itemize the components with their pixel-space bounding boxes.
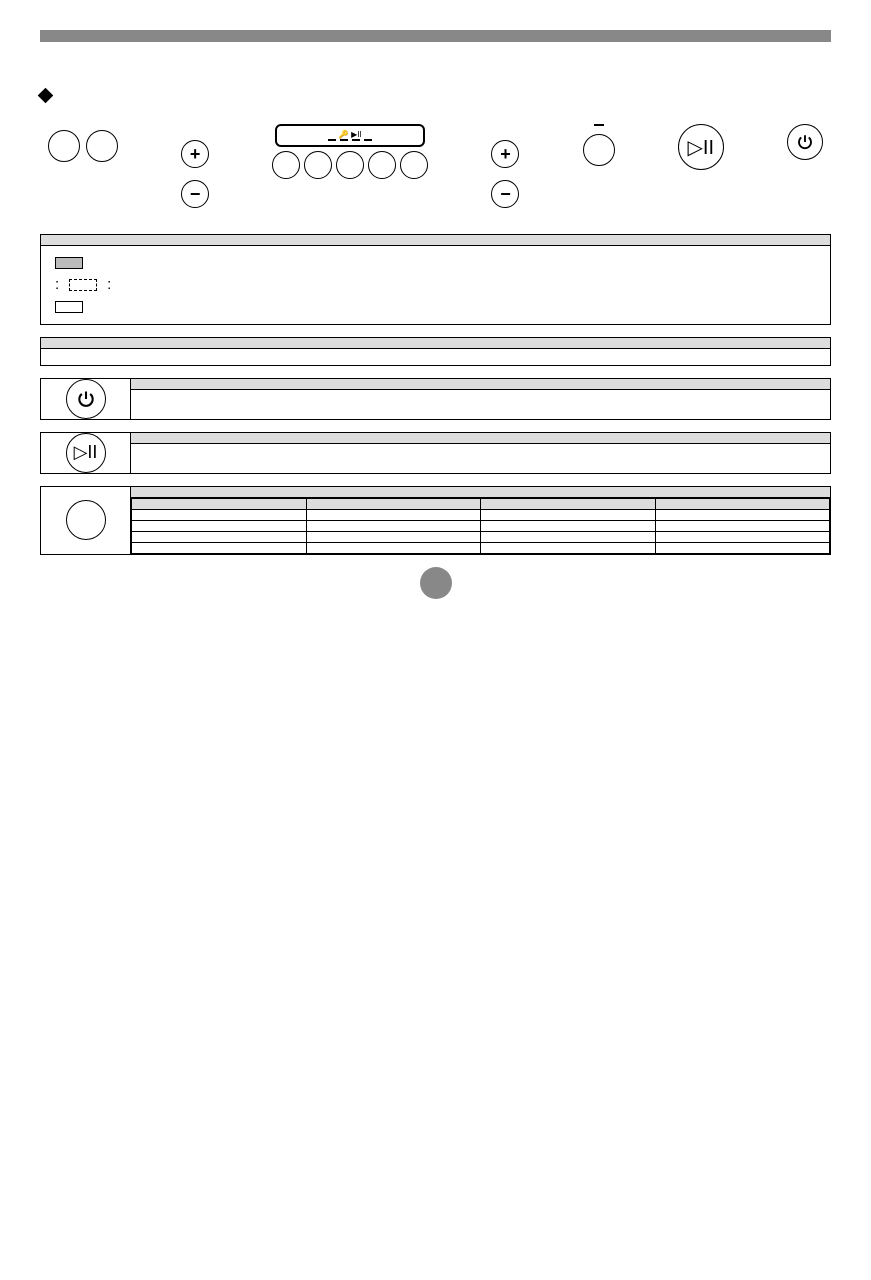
wash-button bbox=[304, 151, 332, 179]
start-pause-button: ▷II bbox=[678, 124, 724, 170]
btnA-title bbox=[131, 379, 830, 390]
childlock-box bbox=[40, 337, 831, 366]
water-button bbox=[400, 151, 428, 179]
btnB-box: ▷II bbox=[40, 432, 831, 474]
lcd-display: 🔑 ▶II bbox=[275, 124, 425, 147]
program-table bbox=[131, 498, 830, 554]
btnB-title bbox=[131, 433, 830, 444]
legend-blink-icon bbox=[69, 279, 97, 291]
diamond-icon bbox=[38, 88, 54, 104]
btnB-body bbox=[131, 444, 830, 456]
delay-plus-button: + bbox=[181, 140, 209, 168]
btnA-body bbox=[131, 390, 830, 402]
btnC-box bbox=[40, 486, 831, 555]
fuzzy-label bbox=[594, 124, 604, 126]
soak-button bbox=[272, 151, 300, 179]
airdry-button bbox=[86, 130, 118, 162]
childlock-title bbox=[41, 338, 830, 349]
control-panel-diagram: + − 🔑 ▶II + − bbox=[40, 120, 831, 222]
set-plus-button: + bbox=[491, 140, 519, 168]
power-icon bbox=[66, 379, 106, 419]
program-button bbox=[583, 134, 615, 166]
delay-minus-button: − bbox=[181, 180, 209, 208]
legend-on-icon bbox=[55, 301, 83, 313]
btnC-title bbox=[131, 487, 830, 498]
childlock-body bbox=[41, 349, 830, 365]
set-minus-button: − bbox=[491, 180, 519, 208]
page-header bbox=[40, 30, 831, 42]
power-button bbox=[787, 124, 823, 160]
legend-title bbox=[41, 235, 830, 246]
subsection-title bbox=[40, 87, 831, 108]
btnA-box bbox=[40, 378, 831, 420]
program-icon bbox=[66, 500, 106, 540]
legend-box: :: bbox=[40, 234, 831, 325]
spin-button bbox=[368, 151, 396, 179]
legend-dim-icon bbox=[55, 257, 83, 269]
play-pause-icon: ▷II bbox=[66, 433, 106, 473]
section-title bbox=[40, 52, 831, 81]
reserve-water-button bbox=[48, 130, 80, 162]
rinse-button bbox=[336, 151, 364, 179]
page-number bbox=[420, 567, 452, 599]
